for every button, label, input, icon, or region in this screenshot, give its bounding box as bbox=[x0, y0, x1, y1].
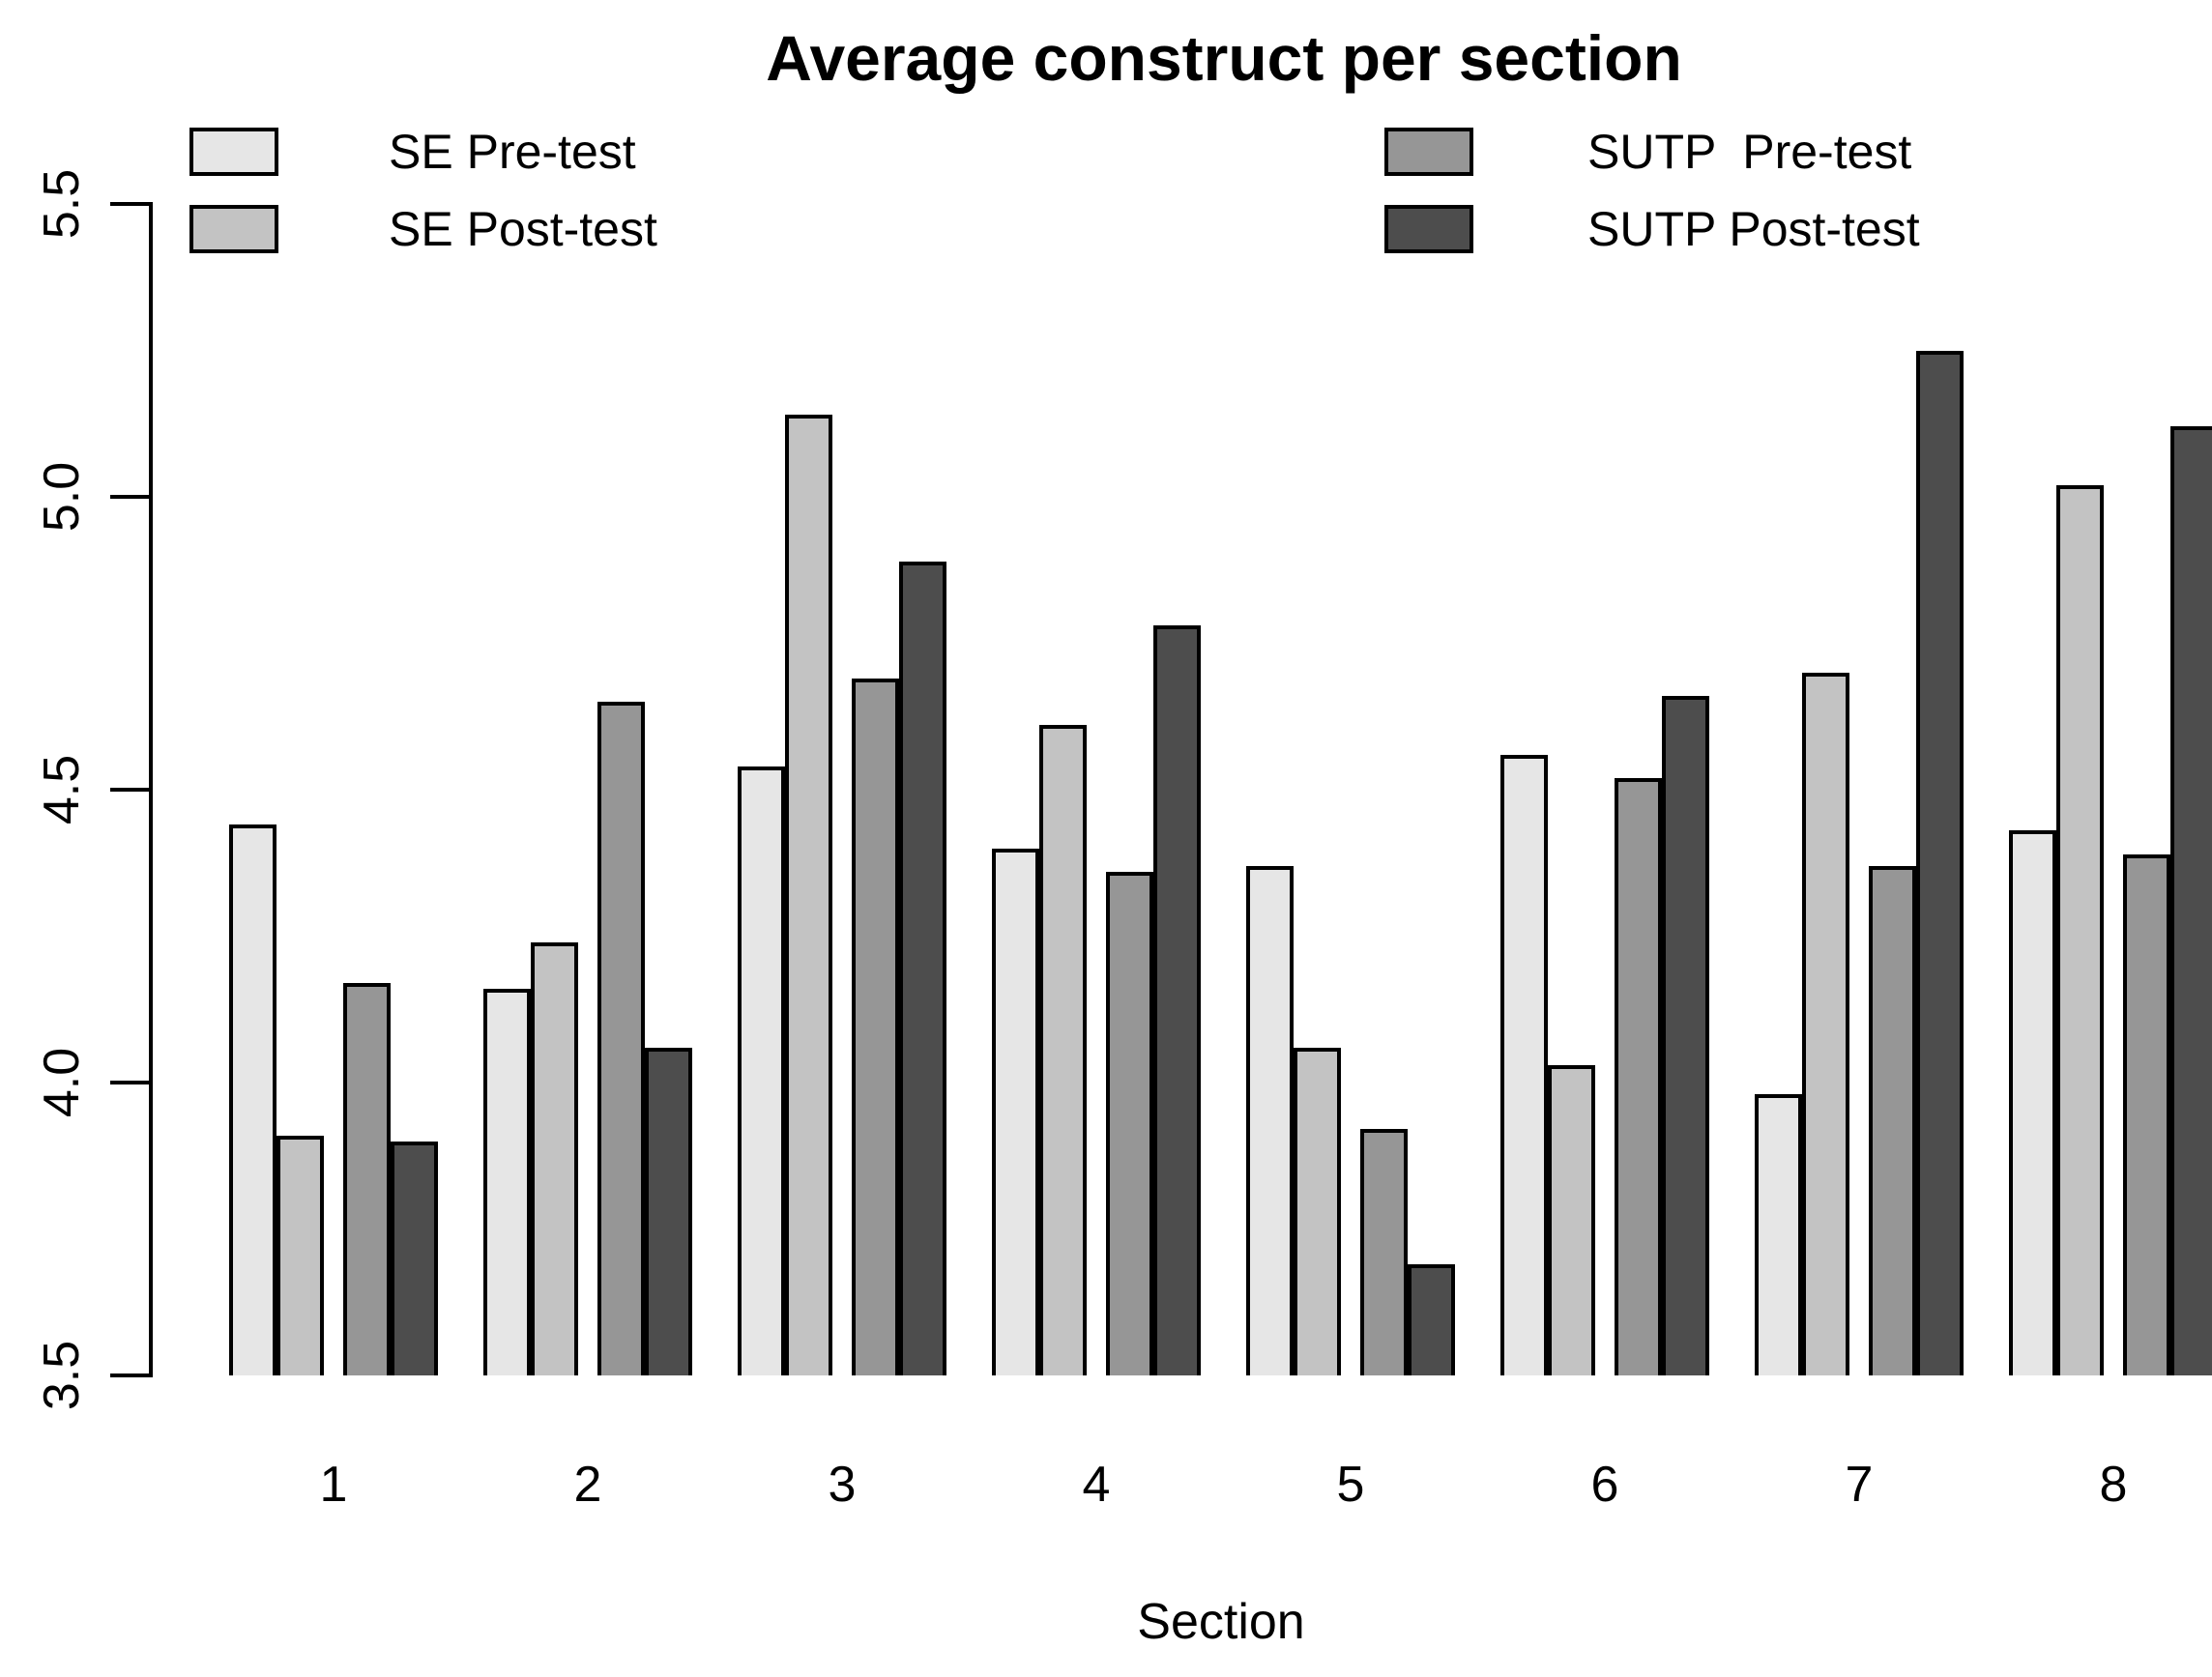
bar-section4-series2 bbox=[1039, 725, 1087, 1375]
bar-section6-series4 bbox=[1662, 696, 1709, 1375]
legend-label: SE Pre-test bbox=[389, 125, 636, 179]
y-axis-tick bbox=[110, 788, 149, 792]
legend-item-1: SE Pre-test bbox=[0, 125, 2212, 179]
y-tick-label: 4.0 bbox=[34, 1047, 90, 1118]
bar-section7-series4 bbox=[1916, 350, 1964, 1375]
bar-section1-series3 bbox=[343, 982, 391, 1375]
bar-section7-series3 bbox=[1869, 865, 1916, 1375]
y-axis-tick bbox=[110, 495, 149, 499]
bar-section7-series1 bbox=[1755, 1094, 1802, 1375]
x-tick-label-5: 5 bbox=[1336, 1457, 1365, 1513]
y-tick-label: 5.5 bbox=[34, 168, 90, 240]
legend-item-3: SUTP Pre-test bbox=[0, 125, 2212, 179]
bar-section2-series1 bbox=[483, 989, 531, 1375]
bar-section2-series2 bbox=[531, 941, 578, 1375]
bar-section2-series4 bbox=[645, 1047, 692, 1375]
bar-section6-series1 bbox=[1500, 754, 1548, 1375]
legend-label: SUTP Pre-test bbox=[1587, 125, 1912, 179]
bar-section8-series1 bbox=[2009, 830, 2056, 1375]
x-tick-label-6: 6 bbox=[1590, 1457, 1619, 1513]
legend-swatch bbox=[189, 205, 278, 253]
y-axis-tick bbox=[110, 1373, 149, 1377]
chart-title: Average construct per section bbox=[766, 22, 1682, 94]
bar-section5-series2 bbox=[1294, 1047, 1341, 1375]
bar-section7-series2 bbox=[1802, 672, 1849, 1375]
bar-section1-series1 bbox=[229, 824, 276, 1375]
x-axis-title: Section bbox=[1137, 1594, 1305, 1650]
bar-section1-series2 bbox=[276, 1135, 324, 1375]
bar-section2-series3 bbox=[597, 702, 645, 1375]
legend-item-4: SUTP Post-test bbox=[0, 202, 2212, 256]
x-tick-label-2: 2 bbox=[573, 1457, 602, 1513]
x-tick-label-1: 1 bbox=[319, 1457, 348, 1513]
legend-label: SUTP Post-test bbox=[1587, 202, 1920, 256]
y-axis-line bbox=[149, 202, 153, 1377]
legend-swatch bbox=[1384, 128, 1473, 176]
bar-section5-series1 bbox=[1246, 865, 1294, 1375]
legend-swatch bbox=[1384, 205, 1473, 253]
y-tick-label: 3.5 bbox=[34, 1340, 90, 1411]
y-tick-label: 4.5 bbox=[34, 754, 90, 825]
bar-section8-series2 bbox=[2056, 484, 2104, 1375]
bar-section3-series4 bbox=[899, 561, 946, 1375]
y-axis-tick bbox=[110, 202, 149, 206]
legend-label: SE Post-test bbox=[389, 202, 657, 256]
bar-section8-series4 bbox=[2170, 426, 2212, 1375]
legend-swatch bbox=[189, 128, 278, 176]
bar-section8-series3 bbox=[2123, 853, 2170, 1375]
bar-section1-series4 bbox=[391, 1141, 438, 1375]
y-axis-tick bbox=[110, 1081, 149, 1084]
bar-section3-series1 bbox=[738, 766, 785, 1375]
x-tick-label-4: 4 bbox=[1082, 1457, 1111, 1513]
bar-section4-series1 bbox=[992, 848, 1039, 1375]
legend-item-2: SE Post-test bbox=[0, 202, 2212, 256]
bar-section3-series3 bbox=[852, 678, 899, 1375]
x-tick-label-3: 3 bbox=[828, 1457, 857, 1513]
bar-section6-series3 bbox=[1615, 777, 1662, 1375]
y-tick-label: 5.0 bbox=[34, 461, 90, 533]
bar-section5-series3 bbox=[1360, 1129, 1408, 1375]
bar-section5-series4 bbox=[1408, 1263, 1455, 1375]
bar-section4-series4 bbox=[1153, 625, 1201, 1375]
bar-section6-series2 bbox=[1548, 1064, 1595, 1375]
bar-section4-series3 bbox=[1106, 871, 1153, 1375]
bar-section3-series2 bbox=[785, 415, 832, 1375]
x-tick-label-7: 7 bbox=[1845, 1457, 1874, 1513]
x-tick-label-8: 8 bbox=[2099, 1457, 2128, 1513]
